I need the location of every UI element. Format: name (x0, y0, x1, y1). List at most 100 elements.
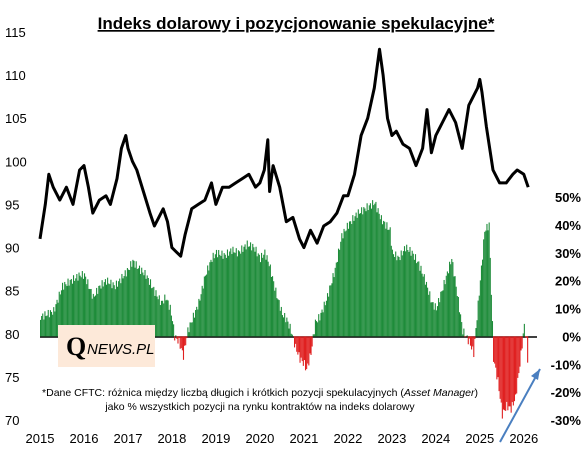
bar (90, 288, 92, 337)
bar (204, 275, 207, 337)
bar (345, 230, 347, 337)
bar (478, 295, 480, 337)
bar (427, 287, 429, 337)
bar (245, 249, 247, 337)
bar (253, 247, 255, 337)
bar (118, 281, 120, 337)
bar (41, 316, 43, 337)
bar (352, 215, 354, 337)
right-tick-label: -20% (551, 385, 582, 400)
bar (200, 294, 202, 337)
bar (362, 214, 364, 337)
bar (331, 283, 333, 337)
bar (336, 261, 338, 337)
bar (107, 277, 109, 337)
bar (235, 248, 237, 337)
bar (51, 311, 53, 337)
bar (364, 208, 366, 337)
bar (102, 286, 104, 337)
bar (74, 280, 76, 337)
bar (431, 302, 433, 337)
bar (387, 229, 389, 337)
bar (89, 289, 91, 337)
bar (256, 256, 258, 337)
bar (236, 256, 238, 337)
bar (413, 259, 415, 337)
bar (49, 310, 51, 337)
bar (149, 279, 152, 337)
bar (457, 297, 459, 337)
bar (250, 242, 252, 337)
bar (72, 275, 75, 337)
bar (491, 321, 494, 337)
left-tick-label: 115 (5, 25, 26, 40)
bar (291, 334, 293, 337)
bar (309, 336, 311, 354)
left-tick-label: 105 (5, 111, 27, 126)
bar (184, 336, 186, 346)
bar (133, 260, 135, 337)
bar (47, 309, 49, 337)
bar (289, 323, 291, 337)
bar (164, 294, 166, 337)
bar (43, 319, 45, 337)
bar (375, 201, 377, 337)
bar (419, 270, 421, 337)
note-line1-a: *Dane CFTC: różnica między liczbą długic… (42, 387, 404, 399)
bar (344, 231, 346, 337)
bar (332, 273, 334, 337)
bar (484, 231, 486, 337)
bar (372, 200, 374, 337)
bar (220, 256, 222, 337)
bar (280, 306, 282, 337)
bar (142, 272, 144, 337)
bar (257, 253, 259, 337)
bar (526, 336, 528, 338)
bar (476, 320, 478, 337)
bar (455, 286, 457, 337)
bar (472, 336, 474, 347)
bar (320, 312, 322, 337)
bar (113, 285, 115, 337)
bar (214, 254, 216, 337)
bar (134, 267, 136, 337)
bar (71, 283, 73, 337)
bar (384, 221, 386, 337)
bar (467, 336, 469, 345)
bar (206, 274, 208, 337)
bar (354, 216, 356, 337)
bar (209, 262, 211, 337)
bar (304, 336, 307, 371)
bar (449, 261, 451, 337)
bar (294, 336, 296, 348)
bar (181, 336, 183, 351)
bar (477, 300, 479, 337)
bar (347, 228, 349, 337)
left-tick-label: 110 (5, 68, 26, 83)
bar (188, 332, 190, 337)
bar (203, 276, 205, 337)
bar (244, 244, 246, 337)
right-tick-label: -30% (551, 413, 582, 428)
bar (450, 264, 452, 337)
bar (504, 336, 506, 411)
bar (482, 259, 484, 337)
logo-text: NEWS.PL (87, 341, 155, 358)
bar (217, 257, 219, 337)
bar (141, 267, 143, 337)
bar (397, 255, 399, 337)
bar (197, 309, 199, 337)
bar (270, 276, 273, 337)
bar (77, 280, 79, 337)
bar (105, 284, 108, 337)
bar (46, 315, 48, 337)
bar (262, 257, 264, 337)
bar (523, 323, 525, 337)
bar (286, 317, 288, 337)
bar (303, 336, 305, 361)
bar (485, 230, 487, 337)
bar (143, 275, 145, 337)
bar (195, 310, 197, 337)
bar (283, 317, 285, 337)
bar (311, 336, 313, 347)
